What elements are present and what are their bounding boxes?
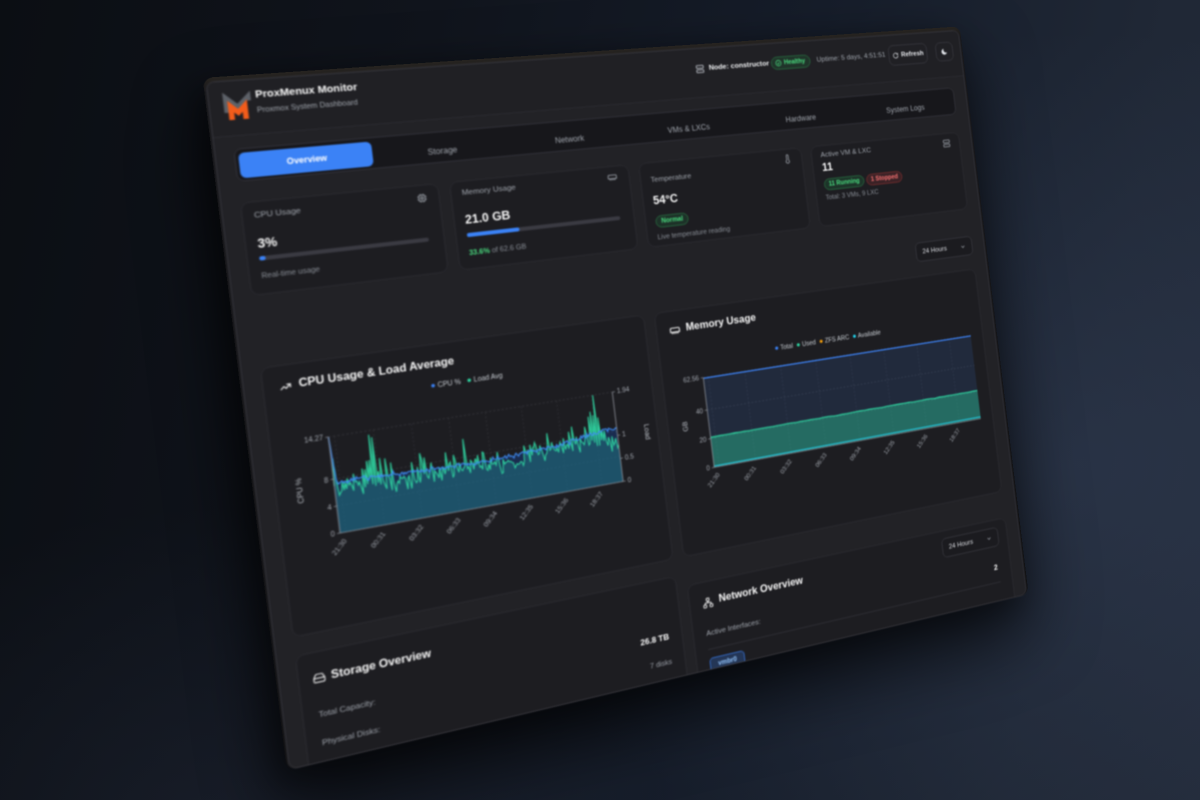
svg-text:03:32: 03:32 (407, 523, 425, 542)
svg-text:00:31: 00:31 (743, 465, 758, 482)
svg-text:0: 0 (627, 476, 632, 484)
svg-text:09:34: 09:34 (848, 445, 862, 462)
svg-text:4: 4 (327, 503, 333, 512)
svg-text:21:30: 21:30 (330, 537, 349, 556)
svg-text:12:35: 12:35 (882, 439, 896, 456)
svg-text:62.56: 62.56 (683, 375, 700, 385)
svg-text:40: 40 (696, 407, 704, 416)
svg-text:15:36: 15:36 (553, 497, 570, 515)
svg-text:8: 8 (324, 476, 329, 485)
svg-text:03:32: 03:32 (779, 458, 794, 475)
svg-text:00:31: 00:31 (369, 530, 387, 549)
svg-text:1.94: 1.94 (616, 386, 630, 396)
svg-text:Load: Load (642, 423, 652, 440)
svg-text:0: 0 (330, 530, 335, 539)
svg-text:0: 0 (706, 465, 710, 473)
svg-text:GB: GB (680, 421, 689, 433)
svg-text:18:37: 18:37 (588, 490, 604, 508)
svg-text:20: 20 (699, 436, 707, 445)
svg-text:06:33: 06:33 (814, 452, 828, 469)
svg-text:12:35: 12:35 (518, 503, 535, 521)
svg-text:21:30: 21:30 (706, 471, 721, 488)
svg-text:CPU %: CPU % (293, 477, 306, 504)
svg-text:06:33: 06:33 (445, 516, 463, 535)
svg-text:09:34: 09:34 (482, 509, 500, 528)
svg-text:1: 1 (622, 430, 627, 438)
svg-text:14.27: 14.27 (304, 434, 324, 445)
svg-text:18:37: 18:37 (948, 427, 961, 443)
svg-text:0.5: 0.5 (624, 452, 634, 461)
svg-text:15:36: 15:36 (915, 433, 929, 449)
